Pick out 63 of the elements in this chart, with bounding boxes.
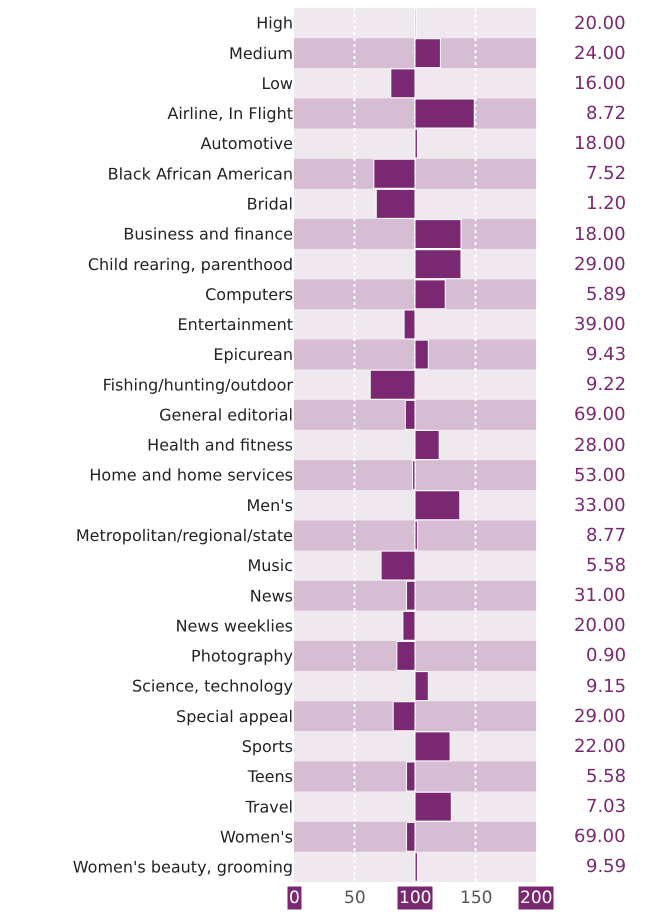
text: 7.03 xyxy=(586,796,626,817)
text: 29.00 xyxy=(574,706,626,727)
y-tick-label: Women's beauty, grooming xyxy=(72,858,293,877)
text: 0.90 xyxy=(586,645,626,666)
y-tick-label: Business and finance xyxy=(123,224,293,244)
text: 39.00 xyxy=(574,314,626,335)
y-tick-label: Automotive xyxy=(200,134,293,154)
text: 1.20 xyxy=(586,193,626,214)
y-tick-label: Metropolitan/regional/state xyxy=(76,526,293,546)
y-tick-label: Airline, In Flight xyxy=(167,104,293,124)
text: 20.00 xyxy=(574,615,626,636)
y-tick-label: Home and home services xyxy=(89,466,293,485)
y-tick-label: Men's xyxy=(246,496,293,515)
y-tick-label: News xyxy=(250,586,293,606)
y-tick-label: Women's xyxy=(220,827,293,846)
y-tick-label: Health and fitness xyxy=(147,436,293,455)
text: 31.00 xyxy=(574,585,626,606)
text: 29.00 xyxy=(574,254,626,275)
y-tick-label: Computers xyxy=(205,284,293,304)
text: 24.00 xyxy=(574,43,626,64)
text: 20.00 xyxy=(574,13,626,34)
x-tick-label: 150 xyxy=(460,888,492,908)
y-tick-label: Entertainment xyxy=(178,315,293,334)
text: 33.00 xyxy=(574,495,626,516)
y-tick-label: Teens xyxy=(246,767,293,786)
y-tick-label: Child rearing, parenthood xyxy=(88,254,293,274)
y-tick-label: Music xyxy=(247,556,293,576)
text: 5.89 xyxy=(586,284,626,305)
x-tick-label: 200 xyxy=(520,888,552,908)
y-tick-label: Medium xyxy=(229,44,293,63)
y-tick-label: Sports xyxy=(242,736,293,756)
text: 18.00 xyxy=(574,224,626,245)
text: 9.43 xyxy=(586,344,626,365)
y-tick-label: Low xyxy=(261,74,293,93)
text: 53.00 xyxy=(574,465,626,486)
text: 8.77 xyxy=(586,525,626,546)
x-tick-label: 0 xyxy=(289,888,300,908)
y-tick-label: Black African American xyxy=(108,164,293,184)
y-tick-label: Special appeal xyxy=(176,706,293,726)
text: 5.58 xyxy=(586,555,626,576)
y-tick-label: Epicurean xyxy=(213,345,293,364)
y-tick-label: Fishing/hunting/outdoor xyxy=(102,375,294,394)
y-tick-label: Photography xyxy=(191,646,293,666)
y-tick-label: News weeklies xyxy=(176,616,293,636)
text: 9.15 xyxy=(586,676,626,697)
text: 7.52 xyxy=(586,163,626,184)
text: 28.00 xyxy=(574,435,626,456)
text: 16.00 xyxy=(574,73,626,94)
text: 8.72 xyxy=(586,103,626,124)
text: 22.00 xyxy=(574,736,626,757)
text: 5.58 xyxy=(586,766,626,787)
y-tick-label: General editorial xyxy=(159,405,293,424)
text: 69.00 xyxy=(574,826,626,847)
text: 9.22 xyxy=(586,374,626,395)
y-tick-label: Bridal xyxy=(246,194,293,214)
y-tick-label: Science, technology xyxy=(132,676,293,696)
text: 18.00 xyxy=(574,133,626,154)
text: 69.00 xyxy=(574,404,626,425)
x-tick-label: 100 xyxy=(399,888,432,908)
x-tick-label: 50 xyxy=(344,888,366,908)
y-tick-label: High xyxy=(256,14,293,33)
y-tick-label: Travel xyxy=(244,797,293,816)
text: 9.59 xyxy=(586,856,626,877)
